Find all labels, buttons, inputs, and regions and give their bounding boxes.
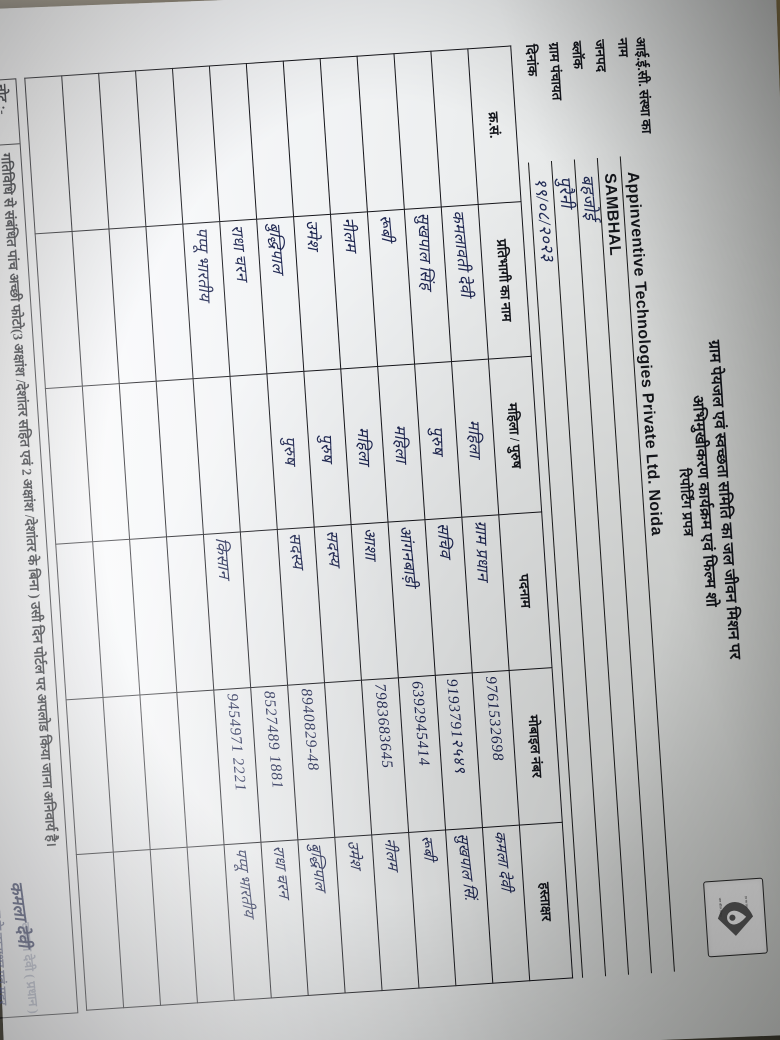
cell-gender-value: पुरुष [428,426,447,456]
cell-signature-value: सुखपाल सिं. [453,833,479,903]
field-label-institution: आई.ई.सी. संस्था का नाम [615,36,655,134]
cell-mobile-value: 6392945414 [408,679,434,767]
cell-signature-value: पप्पू भारतीय [232,847,257,918]
cell-mobile-value: 9761532698 [482,675,507,762]
field-value-block: बहजोई [577,173,601,222]
cell-designation-value: किसान [212,537,233,579]
cell-name-value: उमेश [303,219,322,251]
cell-signature-value: बुद्धिपाल [306,842,329,892]
cell-name-value: बुद्धिपाल [265,221,287,274]
cell-gender-value: पुरुष [280,435,299,466]
cell-designation-value: ग्राम प्रधान [471,520,492,582]
cell-name-value: नीलम [339,216,360,253]
cell-gender-value: पुरुष [317,433,336,463]
cell-gender-value: महिला [390,423,410,463]
cell-signature-value: उमेश [344,840,364,870]
cell-name-value: सुखपाल सिंह [414,211,435,291]
cell-mobile-value: 9454971 2221 [223,692,250,793]
jal-jeevan-mission-logo: हर घर जल जल जीवन मिशन [703,877,768,958]
cell-signature-value: कमला देवी [490,830,515,892]
cell-name-value: रूबी [376,214,396,242]
cell-designation-value: आशा [360,527,380,561]
cell-mobile-value: 8527489 1881 [260,689,287,790]
cell-name-value: कमलावती देवी [448,209,475,298]
cell-signature-value: रूबी [418,835,438,861]
note-label: नोट :- [0,79,21,150]
cell-mobile-value: 8940829-48 [297,687,323,772]
cell-mobile-value: 9193791२५४९ [443,677,469,775]
svg-text:जल जीवन मिशन: जल जीवन मिशन [718,898,723,917]
cell-gender-value: महिला [464,418,484,458]
participants-table: क्र.सं. प्रतिभागी का नाम महिला / पुरुष प… [25,45,574,1011]
authority-signature: कमला देवी ग्राम प्रधान/ग्राम प्रधान के ह… [0,824,39,1006]
cell-name-value: राधा चरन [227,223,251,282]
svg-text:हर घर जल: हर घर जल [744,896,749,909]
cell-signature-value: नीलम [380,837,401,871]
cell-designation-value: सदस्य [285,532,307,570]
table-body: कमलावती देवी महिला ग्राम प्रधान 9761532698 क… [25,48,531,1011]
cell-gender-value: महिला [354,426,373,466]
cell-designation-value: सदस्य [322,530,344,567]
field-value-district: SAMBHAL [601,172,624,257]
cell-designation-value: सचिव [433,522,454,558]
document-rotated: हर घर जल जल जीवन मिशन ग्राम पेयजल एवं स्… [0,22,772,1021]
cell-mobile-value: 7983683645 [371,682,397,770]
cell-signature-value: राधा चरन [269,845,293,899]
cell-name-value: पप्पू भारतीय [192,226,213,302]
cell-designation-value: आंगनबाड़ी [396,524,420,588]
logo-mark-icon: हर घर जल जल जीवन मिशन [718,896,754,936]
field-value-panchayat: पुरैनी [555,175,577,209]
